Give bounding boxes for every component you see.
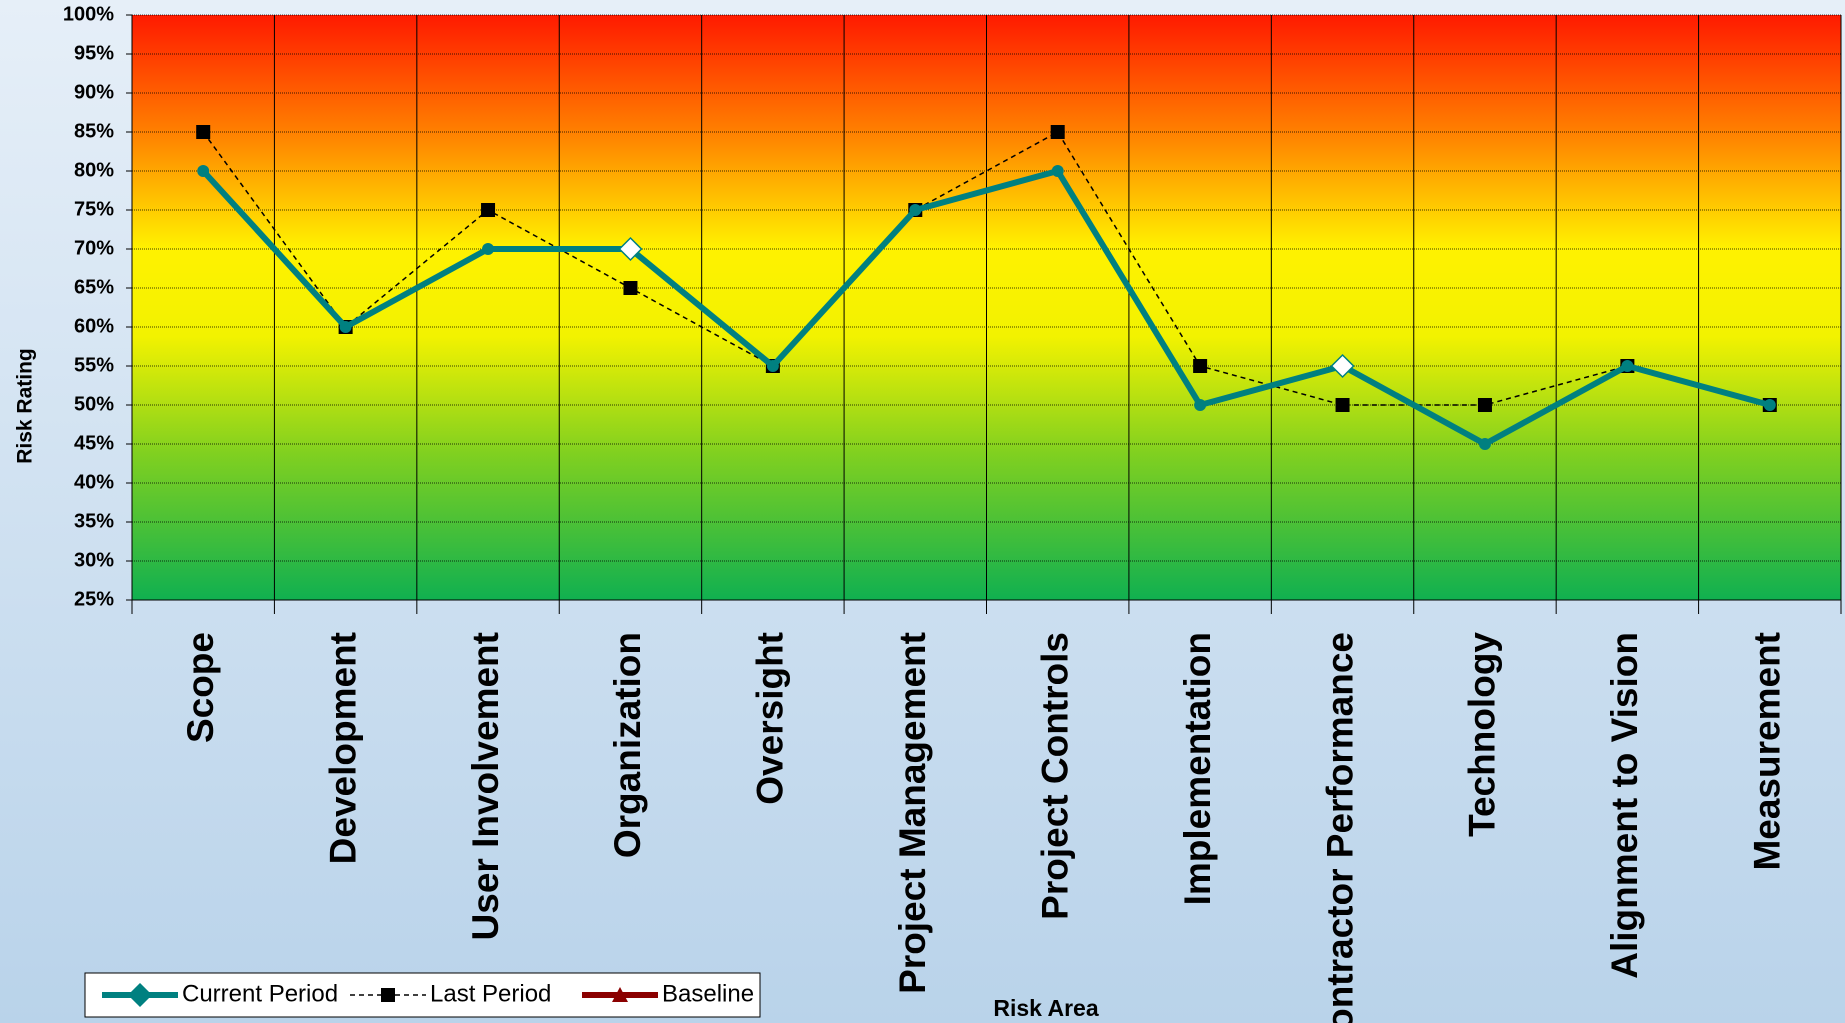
point bbox=[339, 321, 352, 333]
legend-marker bbox=[127, 982, 153, 1008]
y-tick-label: 40% bbox=[74, 471, 114, 493]
legend: Current Period Last Period Baseline bbox=[84, 972, 761, 1018]
point bbox=[618, 236, 643, 262]
legend-marker bbox=[612, 987, 628, 1002]
x-tick-label: Oversight bbox=[750, 632, 791, 805]
point bbox=[481, 203, 496, 217]
y-tick-label: 55% bbox=[74, 354, 114, 376]
point bbox=[1763, 399, 1776, 411]
y-tick-label: 25% bbox=[74, 588, 114, 610]
legend-label: Last Period bbox=[430, 980, 551, 1007]
x-tick-label: Project Management bbox=[892, 632, 933, 994]
series-line bbox=[202, 131, 1770, 406]
x-tick-label: Project Controls bbox=[1034, 632, 1075, 920]
point bbox=[1194, 399, 1207, 411]
y-tick-label: 35% bbox=[74, 510, 114, 532]
y-tick-label: 70% bbox=[74, 237, 114, 259]
y-tick-label: 45% bbox=[74, 432, 114, 454]
y-axis-title: Risk Rating bbox=[14, 348, 37, 464]
x-axis-title: Risk Area bbox=[993, 995, 1098, 1021]
y-tick-label: 90% bbox=[74, 81, 114, 103]
x-tick-label: Development bbox=[322, 632, 363, 864]
point bbox=[1051, 165, 1064, 177]
x-tick-label: Technology bbox=[1462, 632, 1503, 837]
x-tick-label: Measurement bbox=[1747, 632, 1788, 871]
y-tick-label: 95% bbox=[74, 42, 114, 64]
y-tick-label: 30% bbox=[74, 549, 114, 571]
y-tick-label: 100% bbox=[63, 3, 114, 25]
y-tick-label: 60% bbox=[74, 315, 114, 337]
x-tick-label: Scope bbox=[180, 632, 221, 743]
y-tick-label: 75% bbox=[74, 198, 114, 220]
point bbox=[482, 243, 495, 255]
point bbox=[1478, 438, 1491, 450]
point bbox=[196, 125, 211, 139]
point bbox=[1477, 398, 1492, 412]
point bbox=[623, 281, 638, 295]
x-tick-label: Contractor Performance bbox=[1319, 632, 1360, 1023]
x-tick-label: Implementation bbox=[1177, 632, 1218, 905]
point bbox=[1330, 353, 1355, 379]
y-tick-label: 85% bbox=[74, 120, 114, 142]
x-tick-label: User Involvement bbox=[465, 632, 506, 940]
x-tick-label: Organization bbox=[607, 632, 648, 858]
point bbox=[1621, 360, 1634, 372]
x-tick-label: Alignment to Vision bbox=[1604, 632, 1645, 979]
legend-label: Baseline bbox=[662, 980, 754, 1007]
point bbox=[197, 165, 210, 177]
point bbox=[766, 360, 779, 372]
series-line bbox=[200, 168, 1771, 447]
point bbox=[1335, 398, 1350, 412]
point bbox=[1050, 125, 1065, 139]
y-tick-label: 80% bbox=[74, 159, 114, 181]
y-tick-label: 65% bbox=[74, 276, 114, 298]
legend-marker bbox=[381, 988, 395, 1002]
point bbox=[909, 204, 922, 216]
y-tick-label: 50% bbox=[74, 393, 114, 415]
point bbox=[1193, 359, 1208, 373]
legend-label: Current Period bbox=[182, 980, 338, 1007]
